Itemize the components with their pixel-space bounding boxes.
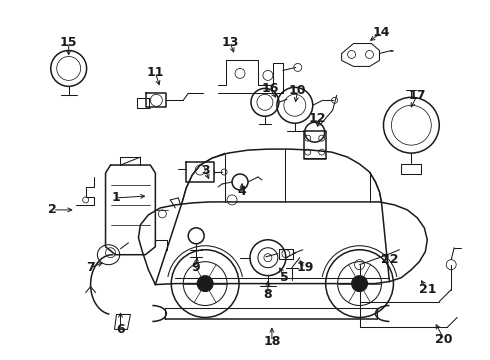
Circle shape bbox=[105, 248, 116, 258]
Text: 6: 6 bbox=[116, 323, 125, 336]
Text: 11: 11 bbox=[147, 66, 164, 79]
Text: 8: 8 bbox=[264, 288, 272, 301]
Text: 17: 17 bbox=[409, 89, 426, 102]
Text: 16: 16 bbox=[261, 82, 279, 95]
Circle shape bbox=[352, 276, 368, 292]
Text: 13: 13 bbox=[221, 36, 239, 49]
Text: 15: 15 bbox=[60, 36, 77, 49]
Text: 10: 10 bbox=[289, 84, 307, 97]
Text: 20: 20 bbox=[436, 333, 453, 346]
Text: 5: 5 bbox=[280, 271, 289, 284]
Polygon shape bbox=[115, 315, 130, 329]
Text: 22: 22 bbox=[381, 253, 398, 266]
Text: 14: 14 bbox=[373, 26, 390, 39]
Text: 12: 12 bbox=[309, 112, 326, 125]
Text: 21: 21 bbox=[418, 283, 436, 296]
Text: 3: 3 bbox=[201, 163, 209, 176]
Text: 1: 1 bbox=[111, 192, 120, 204]
Text: 7: 7 bbox=[86, 261, 95, 274]
Text: 2: 2 bbox=[49, 203, 57, 216]
Circle shape bbox=[197, 276, 213, 292]
Text: 4: 4 bbox=[238, 185, 246, 198]
Text: 19: 19 bbox=[296, 261, 314, 274]
Text: 9: 9 bbox=[191, 261, 199, 274]
Text: 18: 18 bbox=[263, 335, 281, 348]
Circle shape bbox=[264, 254, 272, 262]
